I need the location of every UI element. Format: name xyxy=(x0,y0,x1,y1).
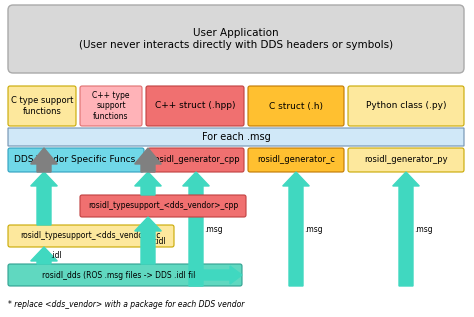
FancyArrow shape xyxy=(283,172,310,286)
Text: .idl: .idl xyxy=(154,237,166,247)
FancyBboxPatch shape xyxy=(348,86,464,126)
Text: For each .msg: For each .msg xyxy=(201,132,270,142)
Text: rosidl_generator_cpp: rosidl_generator_cpp xyxy=(152,156,240,165)
FancyBboxPatch shape xyxy=(146,86,244,126)
Text: C type support
functions: C type support functions xyxy=(11,96,73,116)
Text: .msg: .msg xyxy=(204,225,223,235)
FancyBboxPatch shape xyxy=(248,86,344,126)
FancyBboxPatch shape xyxy=(80,195,246,217)
FancyBboxPatch shape xyxy=(8,5,464,73)
Text: .msg: .msg xyxy=(414,225,433,235)
Text: rosidl_typesupport_<dds_vendor>_cpp: rosidl_typesupport_<dds_vendor>_cpp xyxy=(88,202,238,210)
Text: .msg: .msg xyxy=(304,225,323,235)
Text: C++ struct (.hpp): C++ struct (.hpp) xyxy=(155,101,235,111)
FancyArrow shape xyxy=(392,172,419,286)
FancyArrow shape xyxy=(135,148,161,172)
FancyArrow shape xyxy=(31,172,57,225)
FancyArrow shape xyxy=(196,266,242,284)
Text: Python class (.py): Python class (.py) xyxy=(366,101,446,111)
FancyArrow shape xyxy=(182,172,210,286)
FancyBboxPatch shape xyxy=(8,86,76,126)
FancyBboxPatch shape xyxy=(8,225,174,247)
FancyBboxPatch shape xyxy=(148,148,244,172)
Text: C struct (.h): C struct (.h) xyxy=(269,101,323,111)
FancyBboxPatch shape xyxy=(248,148,344,172)
FancyArrow shape xyxy=(31,247,57,264)
FancyBboxPatch shape xyxy=(8,264,242,286)
Text: rosidl_generator_c: rosidl_generator_c xyxy=(257,156,335,165)
FancyBboxPatch shape xyxy=(348,148,464,172)
Text: * replace <dds_vendor> with a package for each DDS vendor: * replace <dds_vendor> with a package fo… xyxy=(8,300,245,309)
FancyArrow shape xyxy=(135,172,161,195)
FancyArrow shape xyxy=(31,148,57,172)
FancyBboxPatch shape xyxy=(8,128,464,146)
Text: C++ type
support
functions: C++ type support functions xyxy=(92,91,130,121)
FancyArrow shape xyxy=(135,217,161,264)
FancyBboxPatch shape xyxy=(8,148,144,172)
Text: User Application
(User never interacts directly with DDS headers or symbols): User Application (User never interacts d… xyxy=(79,28,393,50)
Text: rosidl_generator_py: rosidl_generator_py xyxy=(364,156,448,165)
FancyBboxPatch shape xyxy=(80,86,142,126)
Text: DDS Vendor Specific Funcs.: DDS Vendor Specific Funcs. xyxy=(14,156,138,165)
Text: rosidl_typesupport_<dds_vendor>_c: rosidl_typesupport_<dds_vendor>_c xyxy=(21,231,161,241)
Text: .idl: .idl xyxy=(50,251,62,261)
Text: rosidl_dds (ROS .msg files -> DDS .idl files): rosidl_dds (ROS .msg files -> DDS .idl f… xyxy=(43,270,208,280)
